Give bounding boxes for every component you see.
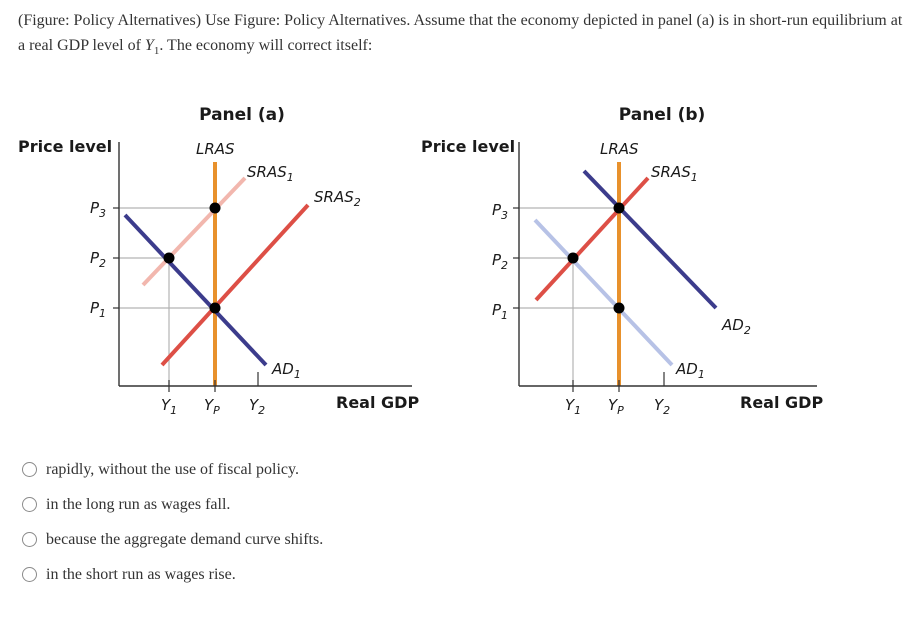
answer-option-2[interactable]: in the long run as wages fall. (22, 487, 323, 522)
panel-b-x-tick-yp: YP (608, 396, 624, 417)
panel-a-ad1-curve (123, 213, 268, 367)
panel-b-title: Panel (b) (619, 105, 706, 125)
radio-button-3[interactable] (22, 532, 37, 547)
panel-b-x-tick-y2: Y2 (654, 396, 670, 417)
answer-option-4[interactable]: in the short run as wages rise. (22, 557, 323, 592)
panel-b-x-tick-y1: Y1 (565, 396, 581, 417)
question-var: Y (144, 37, 154, 54)
panel-a-sras1-label: SRAS1 (247, 163, 294, 184)
answer-option-1-label: rapidly, without the use of fiscal polic… (46, 460, 299, 478)
panel-b-sras1-curve (534, 176, 650, 302)
panel-b-point-p2 (567, 252, 579, 264)
panel-a-x-tick-y2: Y2 (249, 396, 265, 417)
panel-b-ad2-label: AD2 (721, 316, 751, 337)
panel-a-lras-label: LRAS (196, 140, 235, 158)
answer-option-3-label: because the aggregate demand curve shift… (46, 530, 324, 548)
panel-a-y-tick-p3: P3 (90, 199, 106, 220)
question-text-before: (Figure: Policy Alternatives) Use Figure… (18, 12, 903, 54)
panel-a-point-p1 (209, 302, 221, 314)
panel-b-point-p1 (613, 302, 625, 314)
panel-a-x-tick-y1: Y1 (161, 396, 177, 417)
panel-b-ad1-label: AD1 (675, 360, 705, 381)
panel-b-ad2-curve (582, 169, 718, 310)
panel-a-x-axis-label: Real GDP (336, 393, 419, 412)
answer-option-2-label: in the long run as wages fall. (46, 495, 231, 513)
panel-a-sras1-curve (141, 176, 247, 287)
answer-option-1[interactable]: rapidly, without the use of fiscal polic… (22, 452, 323, 487)
panel-b: Panel (b) Price level Real GDP LRAS SRA (421, 105, 823, 417)
panel-a-title: Panel (a) (199, 105, 285, 125)
panel-a-point-p3 (209, 202, 221, 214)
panel-b-y-tick-p2: P2 (492, 251, 508, 272)
answer-options: rapidly, without the use of fiscal polic… (22, 452, 323, 592)
panel-a-ad1-label: AD1 (271, 360, 301, 381)
radio-button-1[interactable] (22, 462, 37, 477)
panel-b-x-axis-label: Real GDP (740, 393, 823, 412)
panel-b-y-tick-p3: P3 (492, 201, 508, 222)
panel-a: Panel (a) Price level Real GDP LRAS SRA (18, 105, 419, 417)
panel-a-sras2-curve (160, 203, 310, 367)
policy-alternatives-figure: Panel (a) Price level Real GDP LRAS SRA (18, 105, 823, 417)
answer-option-3[interactable]: because the aggregate demand curve shift… (22, 522, 323, 557)
panel-a-sras2-label: SRAS2 (314, 188, 361, 209)
question-text: (Figure: Policy Alternatives) Use Figure… (18, 8, 913, 64)
panel-b-point-p3 (613, 202, 625, 214)
panel-a-y-axis-label: Price level (18, 137, 112, 156)
panel-b-y-axis-label: Price level (421, 137, 515, 156)
panel-b-lras-label: LRAS (600, 140, 639, 158)
radio-button-4[interactable] (22, 567, 37, 582)
panel-b-y-tick-p1: P1 (492, 301, 508, 322)
panel-a-y-tick-p1: P1 (90, 299, 106, 320)
answer-option-4-label: in the short run as wages rise. (46, 565, 236, 583)
panel-a-x-tick-yp: YP (204, 396, 220, 417)
panel-b-sras1-label: SRAS1 (651, 163, 698, 184)
panel-a-point-p2 (163, 252, 175, 264)
question-var-sub: 1 (153, 45, 160, 58)
question-text-after: . The economy will correct itself: (159, 37, 373, 54)
panel-b-ad1-curve (533, 218, 674, 367)
panel-a-y-tick-p2: P2 (90, 249, 106, 270)
radio-button-2[interactable] (22, 497, 37, 512)
